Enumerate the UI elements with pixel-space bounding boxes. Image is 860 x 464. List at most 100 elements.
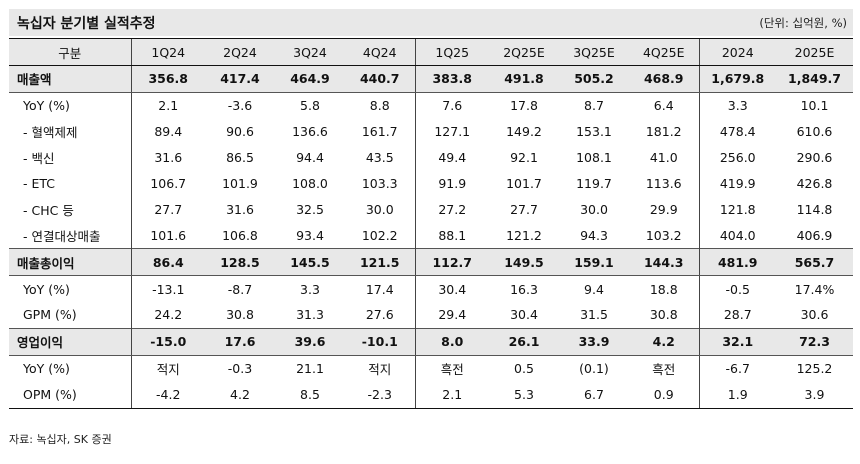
table-cell: 153.1	[576, 124, 612, 140]
table-cell: 102.2	[361, 227, 398, 243]
table-cell: 4.2	[205, 381, 275, 409]
table-cell: -13.1	[130, 275, 205, 303]
table-cell: 흑전	[652, 362, 676, 378]
table-cell: 30.6	[800, 307, 829, 323]
table-cell: 33.9	[559, 327, 629, 356]
table-cell: 86.5	[226, 150, 254, 166]
table-cell: 136.6	[292, 124, 328, 140]
table-cell: 101.6	[130, 222, 205, 249]
table-cell: 94.3	[580, 227, 608, 243]
table-cell: 440.7	[345, 65, 415, 93]
table-cell: -4.2	[130, 381, 205, 409]
unit-note: (단위: 십억원, %)	[759, 16, 847, 30]
table-cell: 481.9	[698, 248, 776, 277]
table-cell: 26.1	[489, 327, 559, 356]
row-label: - 백신	[23, 151, 55, 167]
table-cell: 406.9	[796, 227, 833, 243]
table-cell: 17.6	[205, 327, 275, 356]
row-label: OPM (%)	[9, 381, 131, 409]
row-label: GPM (%)	[23, 307, 77, 323]
table-cell: 30.4	[414, 275, 489, 303]
table-cell: -2.3	[345, 381, 415, 409]
table-cell: -6.7	[698, 355, 776, 382]
table-cell: 27.6	[365, 307, 394, 323]
header-period: 3Q25E	[559, 38, 629, 66]
table-cell: 28.7	[698, 302, 776, 329]
table-cell: 24.2	[130, 302, 205, 329]
table-cell: 2.1	[130, 92, 205, 119]
table-cell: 108.0	[292, 176, 328, 191]
table-cell: 121.5	[345, 248, 415, 277]
row-label: - 혈액제제	[23, 125, 78, 141]
table-cell: 426.8	[796, 176, 833, 191]
table-row: - 연결대상매출 101.6 106.8 93.4 102.2 88.1 121.2 94.3…	[9, 222, 853, 249]
table-cell: 8.5	[275, 381, 345, 409]
table-cell: 491.8	[489, 65, 559, 93]
table-row: YoY (%) 2.1 -3.6 5.8 8.8 7.6 17.8 8.7 6.4 3.3 10.1	[9, 92, 853, 119]
table-cell: 49.4	[414, 144, 489, 171]
table-cell: 30.8	[226, 307, 254, 323]
table-cell: 1.9	[698, 381, 776, 409]
table-cell: 121.8	[698, 196, 776, 223]
table-cell: 0.5	[514, 361, 534, 377]
row-label: - 연결대상매출	[23, 228, 101, 244]
row-label: - CHC 등	[23, 202, 74, 218]
table-cell: 39.6	[275, 327, 345, 356]
table-cell: 181.2	[645, 124, 682, 140]
table-cell: 27.2	[414, 196, 489, 223]
table-row: GPM (%) 24.2 30.8 31.3 27.6 29.4 30.4 31.5 30.8 2…	[9, 302, 853, 329]
table-cell: 94.4	[296, 150, 324, 166]
header-period: 1Q24	[130, 38, 205, 66]
table-cell: 17.4%	[794, 281, 835, 297]
table-cell: 29.4	[414, 302, 489, 329]
table-cell: 108.1	[576, 150, 612, 166]
header-period: 2025E	[776, 38, 853, 66]
table-cell: 72.3	[776, 327, 853, 356]
table-row: 매출액 356.8 417.4 464.9 440.7 383.8 491.8 505.2 46…	[9, 65, 853, 93]
table-cell: 5.8	[300, 98, 320, 114]
row-label: YoY (%)	[23, 98, 70, 114]
table-cell: 17.4	[365, 281, 394, 297]
table-cell: 30.0	[580, 201, 608, 217]
table-cell: 404.0	[698, 222, 776, 249]
table-cell: 7.6	[414, 92, 489, 119]
table-cell: 31.6	[226, 201, 254, 217]
table-cell: 6.7	[559, 381, 629, 409]
table-row: OPM (%) -4.2 4.2 8.5 -2.3 2.1 5.3 6.7 0.9 1.9 3.9	[9, 381, 853, 409]
table-cell: 256.0	[698, 144, 776, 171]
table-cell: -0.3	[227, 361, 253, 377]
table-cell: 86.4	[130, 248, 205, 277]
table-cell: 0.9	[629, 381, 699, 409]
table-cell: 121.2	[506, 227, 542, 243]
table-cell: -3.6	[227, 98, 253, 114]
header-period: 4Q25E	[629, 38, 699, 66]
table-cell: 127.1	[414, 118, 489, 145]
row-label: 영업이익	[9, 327, 131, 356]
header-period: 1Q25	[414, 38, 489, 66]
table-cell: 4.2	[629, 327, 699, 356]
table-cell: 91.9	[414, 170, 489, 197]
table-cell: 3.3	[698, 92, 776, 119]
table-cell: -10.1	[345, 327, 415, 356]
table-row: 매출총이익 86.4 128.5 145.5 121.5 112.7 149.5 159.1 1…	[9, 248, 853, 277]
table-cell: 90.6	[226, 124, 254, 140]
table-cell: 92.1	[510, 150, 538, 166]
table-cell: 290.6	[796, 150, 833, 166]
row-label: YoY (%)	[23, 361, 70, 377]
table-cell: 468.9	[629, 65, 699, 93]
table-cell: 적지	[368, 362, 392, 378]
table-cell: 112.7	[414, 248, 489, 277]
table-cell: 101.7	[506, 176, 542, 191]
table-cell: 106.7	[130, 170, 205, 197]
table-cell: 161.7	[361, 124, 398, 140]
header-row: 구분 1Q24 2Q24 3Q24 4Q24 1Q25 2Q25E 3Q25E 4Q25E 202…	[9, 38, 853, 66]
table-cell: 106.8	[222, 227, 258, 243]
table-cell: 125.2	[796, 361, 833, 377]
table-row: 영업이익 -15.0 17.6 39.6 -10.1 8.0 26.1 33.9 4.2 32.1…	[9, 327, 853, 356]
table-cell: 흑전	[414, 355, 489, 382]
table-cell: 149.2	[506, 124, 542, 140]
table-cell: 128.5	[205, 248, 275, 277]
row-label: 매출액	[9, 65, 131, 93]
table-cell: 8.8	[369, 98, 390, 114]
header-period: 2Q24	[205, 38, 275, 66]
